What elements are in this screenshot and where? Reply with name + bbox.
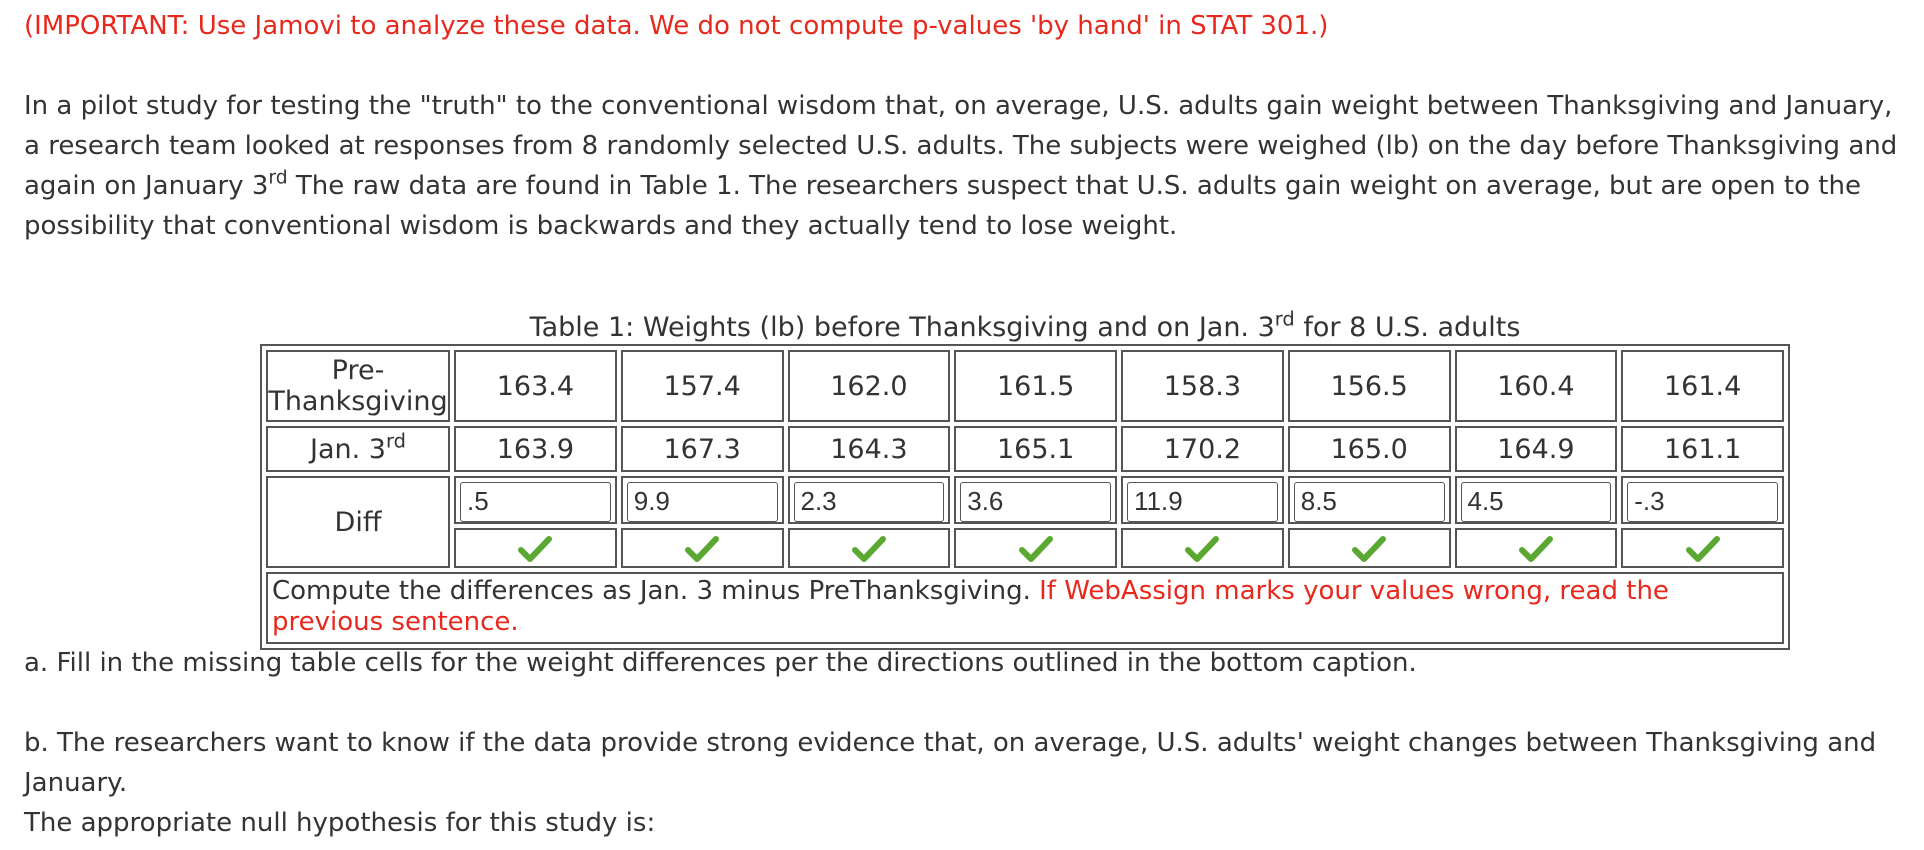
check-cell <box>1621 528 1784 568</box>
pre-thanksgiving-row: Pre- Thanksgiving 163.4 157.4 162.0 161.5… <box>266 350 1784 422</box>
diff-input-1[interactable] <box>460 481 611 522</box>
table-caption-end: for 8 U.S. adults <box>1294 312 1521 343</box>
jan-weight-cell: 163.9 <box>454 426 617 472</box>
check-cell <box>954 528 1117 568</box>
jan-3rd-label: Jan. 3rd <box>266 426 450 472</box>
important-note: (IMPORTANT: Use Jamovi to analyze these … <box>24 11 1329 41</box>
diff-input-7[interactable] <box>1460 481 1612 522</box>
pre-weight-cell: 158.3 <box>1121 350 1284 422</box>
pre-weight-cell: 157.4 <box>620 350 784 422</box>
checkmark-icon <box>851 536 886 562</box>
checkmark-icon <box>685 536 720 562</box>
pre-thanksgiving-label: Pre- Thanksgiving <box>266 350 450 422</box>
diff-label: Diff <box>266 476 450 568</box>
footer-instruction: Compute the differences as Jan. 3 minus … <box>272 576 1040 606</box>
diff-cell <box>1621 476 1784 524</box>
checkmark-icon <box>1185 536 1220 562</box>
jan-weight-cell: 165.1 <box>954 426 1117 472</box>
diff-cell <box>620 476 784 524</box>
footer-warning: If WebAssign marks your values wrong, re… <box>272 576 1669 637</box>
diff-cell <box>1287 476 1451 524</box>
diff-row: Diff <box>266 476 1784 568</box>
jan-weight-cell: 164.9 <box>1454 426 1618 472</box>
check-cell <box>1454 528 1618 568</box>
diff-input-3[interactable] <box>793 481 945 522</box>
intro-text-start: In a pilot study for testing the "truth"… <box>24 91 1898 201</box>
pre-weight-cell: 161.5 <box>954 350 1117 422</box>
question-a: a. Fill in the missing table cells for t… <box>24 648 1417 678</box>
jan-weight-cell: 167.3 <box>620 426 784 472</box>
checkmark-icon <box>1685 536 1720 562</box>
checkmark-icon <box>1018 536 1053 562</box>
check-row <box>266 528 1784 568</box>
checkmark-icon <box>1352 536 1387 562</box>
jan-label-superscript: rd <box>385 428 406 452</box>
jan-weight-cell: 165.0 <box>1287 426 1451 472</box>
check-cell <box>1287 528 1451 568</box>
diff-cell <box>954 476 1117 524</box>
jan-weight-cell: 164.3 <box>787 426 951 472</box>
diff-input-8[interactable] <box>1627 481 1778 522</box>
diff-cell <box>787 476 951 524</box>
jan-label-text: Jan. 3 <box>310 433 386 465</box>
jan-3rd-row: Jan. 3rd 163.9 167.3 164.3 165.1 170.2 1… <box>266 426 1784 472</box>
pre-label-line1: Pre- <box>331 355 385 386</box>
diff-input-5[interactable] <box>1127 481 1278 522</box>
pre-weight-cell: 162.0 <box>787 350 951 422</box>
check-cell <box>1121 528 1284 568</box>
pre-weight-cell: 163.4 <box>454 350 617 422</box>
footer-row: Compute the differences as Jan. 3 minus … <box>266 572 1784 644</box>
checkmark-icon <box>1518 536 1553 562</box>
pre-weight-cell: 156.5 <box>1287 350 1451 422</box>
table-caption-superscript: rd <box>1274 307 1295 331</box>
check-cell <box>620 528 784 568</box>
table-caption: Table 1: Weights (lb) before Thanksgivin… <box>260 309 1790 345</box>
jan-weight-cell: 161.1 <box>1621 426 1784 472</box>
intro-text-end: The raw data are found in Table 1. The r… <box>24 171 1861 241</box>
check-cell <box>787 528 951 568</box>
diff-input-4[interactable] <box>960 481 1111 522</box>
diff-cell <box>1454 476 1618 524</box>
table-footer-caption: Compute the differences as Jan. 3 minus … <box>266 572 1784 644</box>
table-caption-start: Table 1: Weights (lb) before Thanksgivin… <box>529 312 1275 343</box>
pre-weight-cell: 160.4 <box>1454 350 1618 422</box>
checkmark-icon <box>518 536 553 562</box>
intro-paragraph: In a pilot study for testing the "truth"… <box>24 86 1904 246</box>
pre-label-line2: Thanksgiving <box>268 386 448 417</box>
question-b-text: b. The researchers want to know if the d… <box>24 728 1877 798</box>
diff-input-2[interactable] <box>626 481 778 522</box>
question-b: b. The researchers want to know if the d… <box>24 723 1904 843</box>
diff-cell <box>454 476 617 524</box>
pre-weight-cell: 161.4 <box>1621 350 1784 422</box>
diff-input-6[interactable] <box>1293 481 1445 522</box>
jan-weight-cell: 170.2 <box>1121 426 1284 472</box>
intro-superscript: rd <box>268 167 288 189</box>
diff-cell <box>1121 476 1284 524</box>
check-cell <box>454 528 617 568</box>
null-hypothesis-prompt: The appropriate null hypothesis for this… <box>24 808 656 838</box>
weights-table: Pre- Thanksgiving 163.4 157.4 162.0 161.5… <box>260 344 1790 650</box>
